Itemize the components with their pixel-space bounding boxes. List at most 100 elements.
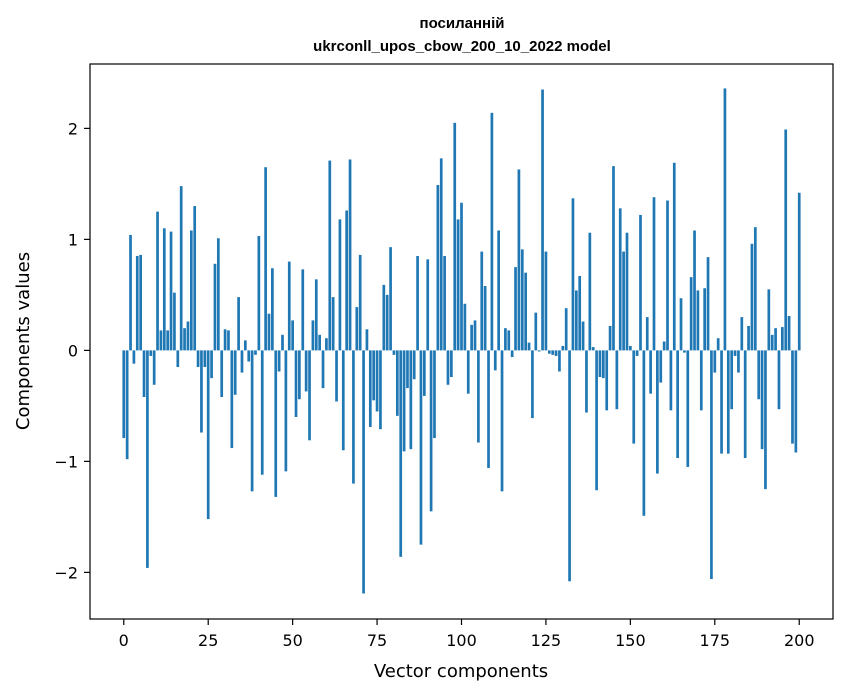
bar-98 bbox=[453, 122, 457, 351]
x-tick-label-175: 175 bbox=[700, 631, 731, 650]
bar-55 bbox=[308, 350, 311, 441]
bar-151 bbox=[632, 350, 636, 444]
bar-175 bbox=[713, 350, 717, 373]
bar-82 bbox=[399, 350, 403, 557]
bar-26 bbox=[210, 350, 213, 379]
bar-16 bbox=[176, 350, 180, 368]
bar-176 bbox=[716, 338, 720, 351]
bar-2 bbox=[129, 234, 132, 351]
x-tick-label-25: 25 bbox=[198, 631, 218, 650]
bar-148 bbox=[622, 251, 625, 351]
y-tick-label-2: 2 bbox=[68, 119, 78, 138]
bar-87 bbox=[416, 256, 419, 351]
bar-155 bbox=[645, 317, 649, 351]
bar-108 bbox=[487, 350, 490, 469]
bar-47 bbox=[281, 334, 284, 351]
bar-112 bbox=[500, 350, 504, 492]
bar-126 bbox=[547, 350, 551, 354]
bar-127 bbox=[551, 350, 555, 355]
bar-42 bbox=[264, 167, 267, 351]
bar-132 bbox=[568, 350, 571, 582]
bar-163 bbox=[672, 162, 676, 351]
bar-186 bbox=[750, 243, 754, 351]
bar-8 bbox=[149, 350, 153, 356]
bar-104 bbox=[473, 320, 477, 351]
bar-51 bbox=[294, 350, 298, 417]
bar-52 bbox=[298, 350, 301, 400]
bar-43 bbox=[267, 313, 271, 351]
bar-195 bbox=[780, 327, 784, 351]
x-tick-label-50: 50 bbox=[282, 631, 302, 650]
bar-95 bbox=[443, 256, 446, 351]
bar-145 bbox=[612, 166, 615, 351]
bar-22 bbox=[196, 350, 200, 368]
bar-4 bbox=[135, 256, 139, 351]
y-tick-label--1: −1 bbox=[54, 452, 78, 471]
bar-28 bbox=[216, 238, 220, 351]
bar-97 bbox=[450, 350, 453, 378]
bar-77 bbox=[382, 284, 386, 351]
bar-49 bbox=[287, 261, 291, 351]
bar-23 bbox=[200, 350, 203, 433]
bar-143 bbox=[605, 350, 609, 411]
bar-27 bbox=[213, 263, 217, 351]
bar-172 bbox=[703, 288, 707, 351]
bar-119 bbox=[524, 272, 528, 351]
chart-title-line2: ukrconll_upos_cbow_200_10_2022 model bbox=[313, 38, 611, 55]
bar-188 bbox=[757, 350, 761, 400]
bar-101 bbox=[463, 303, 467, 351]
bar-109 bbox=[490, 112, 494, 351]
bar-89 bbox=[423, 350, 426, 396]
bar-168 bbox=[689, 277, 693, 351]
y-axis-ticks: −2 −1 0 1 2 bbox=[54, 119, 90, 582]
x-axis-ticks: 0 25 50 75 100 125 150 175 200 bbox=[119, 619, 815, 650]
bar-39 bbox=[254, 350, 257, 355]
bars-group bbox=[122, 88, 801, 594]
bar-56 bbox=[311, 320, 315, 351]
bar-135 bbox=[578, 276, 582, 351]
bar-68 bbox=[352, 350, 355, 484]
bar-76 bbox=[379, 350, 382, 430]
bar-70 bbox=[358, 254, 362, 351]
bar-34 bbox=[237, 297, 240, 351]
bar-6 bbox=[142, 350, 146, 397]
bar-65 bbox=[341, 350, 345, 451]
bar-157 bbox=[652, 197, 656, 351]
bar-46 bbox=[277, 350, 281, 372]
bar-114 bbox=[507, 330, 511, 351]
bar-159 bbox=[659, 350, 663, 383]
bar-140 bbox=[595, 350, 598, 491]
bar-144 bbox=[608, 325, 612, 351]
bar-57 bbox=[314, 279, 318, 351]
bar-170 bbox=[696, 290, 700, 351]
bar-96 bbox=[446, 350, 450, 385]
bar-21 bbox=[193, 206, 197, 351]
bar-149 bbox=[625, 232, 629, 351]
bar-3 bbox=[132, 350, 136, 364]
bar-50 bbox=[291, 320, 294, 351]
bar-190 bbox=[764, 350, 767, 490]
bar-128 bbox=[554, 350, 558, 356]
bar-103 bbox=[470, 324, 473, 351]
y-tick-label-1: 1 bbox=[68, 230, 78, 249]
bar-15 bbox=[173, 292, 176, 351]
bar-107 bbox=[483, 286, 487, 351]
bar-183 bbox=[740, 317, 744, 351]
bar-117 bbox=[517, 169, 521, 351]
x-tick-label-0: 0 bbox=[119, 631, 129, 650]
bar-1 bbox=[125, 350, 129, 460]
bar-58 bbox=[318, 334, 321, 351]
bar-13 bbox=[166, 330, 170, 351]
bar-7 bbox=[146, 350, 149, 568]
bar-37 bbox=[247, 350, 251, 362]
chart-title-line1: посиланній bbox=[420, 15, 505, 32]
bar-64 bbox=[338, 219, 342, 351]
bar-177 bbox=[720, 350, 723, 454]
bar-123 bbox=[537, 350, 541, 352]
bar-62 bbox=[331, 297, 335, 351]
bar-30 bbox=[223, 329, 227, 351]
bar-184 bbox=[743, 350, 747, 459]
bar-192 bbox=[770, 334, 774, 351]
bar-100 bbox=[460, 202, 463, 351]
y-tick-label-0: 0 bbox=[68, 341, 78, 360]
